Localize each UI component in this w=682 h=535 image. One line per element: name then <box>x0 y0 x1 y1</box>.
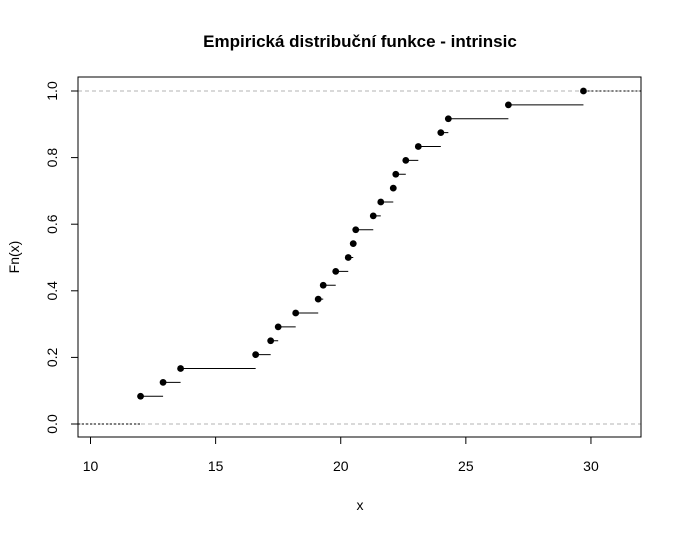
data-point <box>414 143 422 150</box>
y-tick-label: 0.0 <box>44 414 60 434</box>
x-tick-label: 30 <box>583 458 599 474</box>
data-point <box>159 378 167 386</box>
data-point <box>137 392 144 400</box>
x-axis: 10 15 20 25 30 <box>83 436 599 474</box>
data-point <box>177 365 184 372</box>
data-point <box>352 226 360 234</box>
y-tick-label: 0.6 <box>44 214 60 234</box>
y-tick-label: 0.2 <box>44 347 60 367</box>
data-point <box>402 156 410 164</box>
y-tick-label: 0.8 <box>44 148 60 168</box>
y-tick-label: 0.4 <box>44 281 60 301</box>
data-point <box>314 295 322 303</box>
step-segments <box>78 90 641 425</box>
y-axis-label: Fn(x) <box>6 241 22 274</box>
chart-title: Empirická distribuční funkce - intrinsic <box>203 32 517 51</box>
x-tick-label: 20 <box>333 458 349 474</box>
data-point <box>437 129 445 137</box>
data-point <box>580 87 587 95</box>
x-tick-label: 25 <box>458 458 474 474</box>
data-point <box>369 212 377 220</box>
x-axis-label: x <box>357 497 364 513</box>
data-point <box>252 351 260 359</box>
data-point <box>274 323 282 331</box>
data-point <box>504 101 512 109</box>
reference-lines <box>78 90 641 425</box>
x-tick-label: 15 <box>208 458 224 474</box>
data-point <box>444 115 452 123</box>
data-point <box>344 254 352 261</box>
data-point <box>332 267 340 275</box>
data-point <box>292 309 300 317</box>
x-tick-label: 10 <box>83 458 99 474</box>
y-tick-label: 1.0 <box>44 81 60 101</box>
data-points <box>137 87 587 400</box>
data-point <box>349 240 357 248</box>
data-point <box>377 198 385 206</box>
data-point <box>267 337 275 345</box>
data-point <box>392 170 400 178</box>
y-axis: 0.0 0.2 0.4 0.6 0.8 1.0 <box>44 81 79 434</box>
data-point <box>389 184 397 192</box>
data-point <box>319 281 327 289</box>
